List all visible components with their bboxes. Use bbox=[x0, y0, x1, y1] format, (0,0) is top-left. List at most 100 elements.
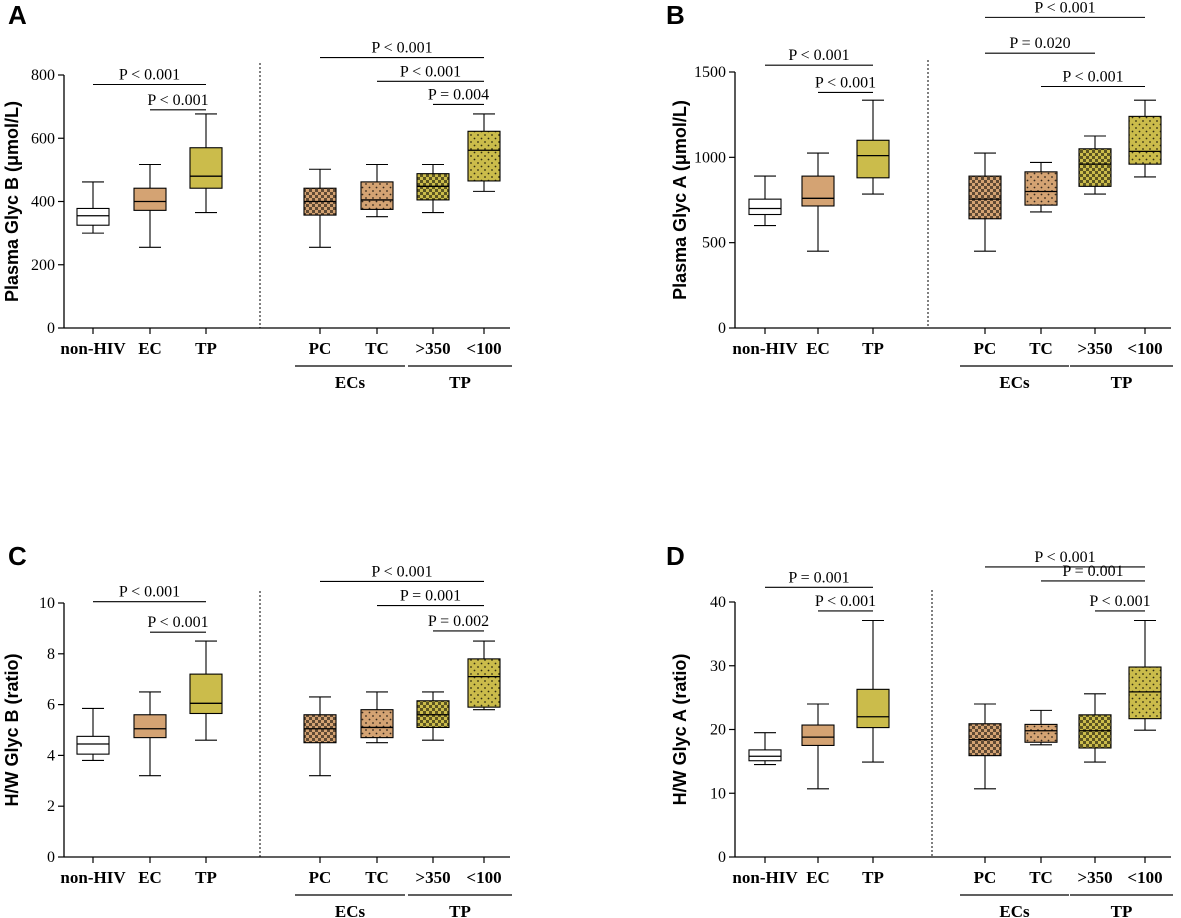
panel-b-box-pattern bbox=[1079, 148, 1111, 187]
panel-a-y-tick-label: 600 bbox=[31, 130, 55, 147]
panel-a-group-label: TP bbox=[449, 373, 471, 392]
panel-c-y-tick-label: 10 bbox=[39, 595, 55, 612]
panel-c-box bbox=[76, 735, 110, 755]
panel-a-category-label: >350 bbox=[415, 339, 450, 358]
panel-d-y-tick-label: 10 bbox=[710, 785, 726, 802]
panel-a-y-tick-label: 200 bbox=[31, 257, 55, 274]
panel-d-y-axis-label: H/W Glyc A (ratio) bbox=[670, 654, 690, 806]
panel-d-annotation-label: P < 0.001 bbox=[815, 593, 876, 610]
panel-a-box bbox=[76, 207, 110, 226]
panel-d-category-label: EC bbox=[806, 868, 830, 887]
panel-b-box bbox=[801, 175, 835, 207]
panel-a-category-label: <100 bbox=[466, 339, 501, 358]
panel-a-category-label: non-HIV bbox=[60, 339, 126, 358]
panel-b-category-label: EC bbox=[806, 339, 830, 358]
panel-d-category-label: TC bbox=[1029, 868, 1053, 887]
panel-d-box bbox=[748, 749, 782, 762]
panel-c-box-pattern bbox=[468, 658, 500, 708]
panel-c-letter: C bbox=[8, 541, 27, 571]
panel-c-category-label: TP bbox=[195, 868, 217, 887]
panel-a-annotation-label: P < 0.001 bbox=[371, 40, 432, 57]
panel-d-box-pattern bbox=[1129, 667, 1161, 719]
panel-d-y-tick-label: 30 bbox=[710, 658, 726, 675]
panel-d-group-label: TP bbox=[1111, 902, 1133, 918]
panel-d-box bbox=[801, 724, 835, 746]
panel-c-y-tick-label: 0 bbox=[47, 849, 55, 866]
panel-a-category-label: EC bbox=[138, 339, 162, 358]
panel-c-category-label: >350 bbox=[415, 868, 450, 887]
panel-d-box bbox=[856, 688, 890, 729]
panel-c-category-label: <100 bbox=[466, 868, 501, 887]
panel-b-box-pattern bbox=[969, 176, 1001, 219]
panel-c-group-label: TP bbox=[449, 902, 471, 918]
panel-c-annotation-label: P < 0.001 bbox=[371, 563, 432, 580]
panel-c-y-axis-label: H/W Glyc B (ratio) bbox=[2, 653, 22, 806]
panel-b-annotation-label: P < 0.001 bbox=[1062, 69, 1123, 86]
panel-b-letter: B bbox=[666, 0, 685, 30]
panel-c-annotation-label: P < 0.001 bbox=[119, 584, 180, 601]
panel-c-category-label: PC bbox=[309, 868, 332, 887]
panel-c-box bbox=[133, 714, 167, 739]
panel-a-box bbox=[189, 147, 223, 189]
panel-b-box bbox=[856, 139, 890, 179]
panel-a-category-label: TP bbox=[195, 339, 217, 358]
panel-a-annotation-label: P < 0.001 bbox=[400, 63, 461, 80]
panel-c-y-tick-label: 6 bbox=[47, 697, 55, 714]
panel-b-y-tick-label: 0 bbox=[718, 320, 726, 337]
panel-b-box-pattern bbox=[1129, 116, 1161, 165]
panel-d-category-label: <100 bbox=[1127, 868, 1162, 887]
panel-a-annotation-label: P < 0.001 bbox=[147, 92, 208, 109]
panel-d-group-label: ECs bbox=[999, 902, 1030, 918]
panel-b-annotation-label: P < 0.001 bbox=[815, 74, 876, 91]
panel-c-y-tick-label: 4 bbox=[47, 747, 55, 764]
panel-a-annotation-label: P = 0.004 bbox=[428, 86, 489, 103]
panel-a-y-tick-label: 400 bbox=[31, 194, 55, 211]
panel-d-y-tick-label: 40 bbox=[710, 594, 726, 611]
panel-a-box-pattern bbox=[361, 181, 393, 210]
panel-b-y-tick-label: 500 bbox=[702, 235, 726, 252]
panel-c-category-label: non-HIV bbox=[60, 868, 126, 887]
panel-b-y-axis-label: Plasma Glyc A (μmol/L) bbox=[670, 100, 690, 300]
panel-a-group-label: ECs bbox=[335, 373, 366, 392]
panel-c-annotation-label: P < 0.001 bbox=[147, 614, 208, 631]
panel-a-box bbox=[133, 187, 167, 211]
panel-c-annotation-label: P = 0.001 bbox=[400, 588, 461, 605]
panel-b-annotation-label: P = 0.020 bbox=[1009, 35, 1070, 52]
panel-c-category-label: EC bbox=[138, 868, 162, 887]
panel-d-letter: D bbox=[666, 541, 685, 571]
panel-b-box-pattern bbox=[1025, 171, 1057, 206]
panel-d-annotation-label: P = 0.001 bbox=[788, 569, 849, 586]
panel-d-y-tick-label: 20 bbox=[710, 722, 726, 739]
panel-d-category-label: >350 bbox=[1077, 868, 1112, 887]
panel-b-box bbox=[748, 198, 782, 216]
panel-d-annotation-label: P = 0.001 bbox=[1062, 563, 1123, 580]
panel-a-category-label: TC bbox=[365, 339, 389, 358]
panel-c-group-label: ECs bbox=[335, 902, 366, 918]
panel-b-y-tick-label: 1500 bbox=[694, 64, 726, 81]
panel-c-annotation-label: P = 0.002 bbox=[428, 613, 489, 630]
panel-b-category-label: <100 bbox=[1127, 339, 1162, 358]
panel-a-y-axis-label: Plasma Glyc B (μmol/L) bbox=[2, 101, 22, 302]
panel-d-category-label: non-HIV bbox=[732, 868, 798, 887]
panel-a-annotation-label: P < 0.001 bbox=[119, 66, 180, 83]
panel-c-box bbox=[189, 673, 223, 715]
panel-d-annotation-label: P < 0.001 bbox=[1089, 593, 1150, 610]
panel-c-y-tick-label: 2 bbox=[47, 798, 55, 815]
panel-b-category-label: non-HIV bbox=[732, 339, 798, 358]
panel-c-box-pattern bbox=[361, 709, 393, 738]
panel-b-group-label: TP bbox=[1111, 373, 1133, 392]
panel-d-category-label: TP bbox=[862, 868, 884, 887]
panel-d-box-pattern bbox=[1025, 724, 1057, 743]
panel-d-category-label: PC bbox=[974, 868, 997, 887]
panel-b-group-label: ECs bbox=[999, 373, 1030, 392]
panel-b-annotation-label: P < 0.001 bbox=[1034, 0, 1095, 16]
panel-d-y-tick-label: 0 bbox=[718, 849, 726, 866]
panel-c-y-tick-label: 8 bbox=[47, 646, 55, 663]
panel-a-y-tick-label: 800 bbox=[31, 67, 55, 84]
panel-b-annotation-label: P < 0.001 bbox=[788, 47, 849, 64]
panel-a-box-pattern bbox=[468, 131, 500, 181]
panel-d-annotation-label: P < 0.001 bbox=[1034, 549, 1095, 566]
panel-b-category-label: TP bbox=[862, 339, 884, 358]
panel-a-letter: A bbox=[8, 0, 27, 30]
